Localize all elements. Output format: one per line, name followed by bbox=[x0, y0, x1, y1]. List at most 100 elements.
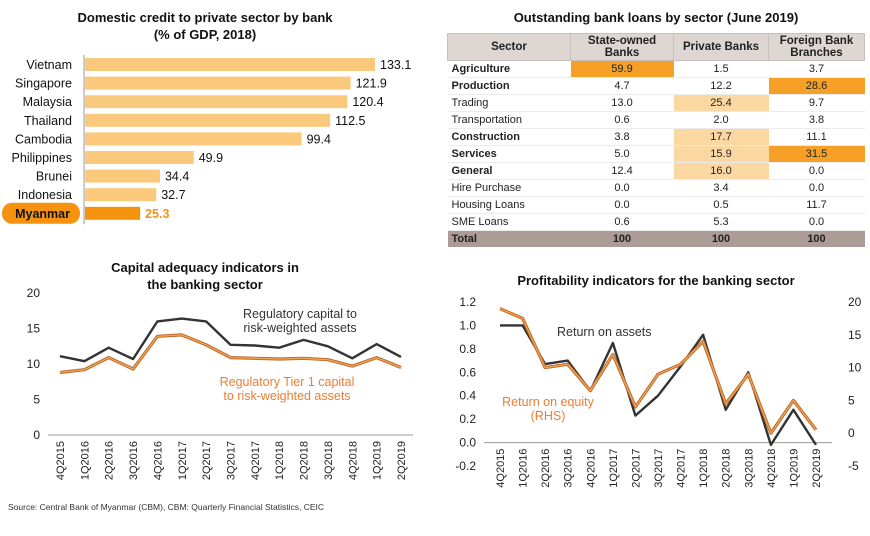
x-tick-label: 1Q2018 bbox=[698, 449, 710, 488]
bar-category-label: Brunei bbox=[36, 170, 72, 184]
bar-category-label: Indonesia bbox=[18, 188, 72, 202]
x-tick-label: 1Q2016 bbox=[518, 449, 530, 488]
y-tick-label: 0.2 bbox=[459, 412, 476, 426]
value-cell: 12.2 bbox=[673, 77, 769, 95]
table-row: Agriculture 59.9 1.5 3.7 bbox=[447, 60, 865, 78]
bar-category-label: Cambodia bbox=[15, 132, 72, 146]
value-cell: 100 bbox=[673, 230, 769, 247]
loans-table: Sector State-owned Banks Private Banks F… bbox=[447, 33, 865, 247]
y-tick-label: 1.0 bbox=[459, 318, 476, 332]
sector-cell: General bbox=[447, 162, 571, 180]
x-tick-label: 1Q2019 bbox=[788, 449, 800, 488]
bar-category-label: Vietnam bbox=[26, 58, 72, 72]
value-cell: 9.7 bbox=[768, 94, 865, 112]
col-header-private: Private Banks bbox=[673, 33, 769, 61]
sector-cell: Total bbox=[447, 230, 571, 247]
value-cell: 3.4 bbox=[673, 179, 769, 197]
series-label: Regulatory capital to bbox=[243, 307, 357, 321]
table-row: Housing Loans 0.0 0.5 11.7 bbox=[447, 196, 865, 214]
y-right-tick-label: -5 bbox=[848, 459, 859, 473]
x-tick-label: 1Q2017 bbox=[177, 441, 189, 480]
x-tick-label: 4Q2016 bbox=[585, 449, 597, 488]
bar bbox=[85, 95, 348, 109]
value-cell: 0.0 bbox=[768, 179, 865, 197]
y-tick-label: 0.8 bbox=[459, 342, 476, 356]
value-cell: 11.1 bbox=[768, 128, 865, 146]
bar bbox=[85, 58, 375, 71]
y-tick-label: 20 bbox=[27, 286, 41, 300]
bar-category-label: Myanmar bbox=[15, 207, 70, 221]
bar-category-label: Philippines bbox=[12, 151, 72, 165]
x-tick-label: 4Q2017 bbox=[250, 441, 262, 480]
series-line-shadow bbox=[59, 333, 402, 375]
bar-value-label: 32.7 bbox=[161, 188, 185, 202]
sector-cell: Trading bbox=[447, 94, 571, 112]
value-cell: 4.7 bbox=[570, 77, 674, 95]
x-tick-label: 2Q2017 bbox=[201, 441, 213, 480]
source-note: Source: Central Bank of Myanmar (CBM), C… bbox=[8, 502, 325, 512]
y-right-tick-label: 10 bbox=[848, 361, 862, 375]
y-right-tick-label: 20 bbox=[848, 295, 862, 309]
y-tick-label: -0.2 bbox=[455, 459, 476, 473]
bar-value-label: 112.5 bbox=[335, 114, 365, 128]
x-tick-label: 1Q2019 bbox=[372, 441, 384, 480]
value-cell: 17.7 bbox=[673, 128, 769, 146]
series-label: Regulatory Tier 1 capital bbox=[220, 375, 355, 389]
value-cell: 3.8 bbox=[768, 111, 865, 129]
value-cell: 31.5 bbox=[768, 145, 865, 163]
sector-cell: Construction bbox=[447, 128, 571, 146]
x-tick-label: 2Q2018 bbox=[721, 449, 733, 488]
series-line bbox=[499, 308, 817, 434]
bar-value-label: 49.9 bbox=[199, 151, 223, 165]
value-cell: 0.0 bbox=[768, 213, 865, 231]
value-cell: 11.7 bbox=[768, 196, 865, 214]
value-cell: 3.7 bbox=[768, 60, 865, 78]
bar bbox=[85, 76, 351, 90]
series-label: risk-weighted assets bbox=[243, 321, 356, 335]
x-tick-label: 2Q2016 bbox=[104, 441, 116, 480]
x-tick-label: 3Q2018 bbox=[323, 441, 335, 480]
x-tick-label: 3Q2016 bbox=[128, 441, 140, 480]
series-line bbox=[59, 334, 402, 374]
value-cell: 1.5 bbox=[673, 60, 769, 78]
x-tick-label: 1Q2016 bbox=[79, 441, 91, 480]
value-cell: 0.5 bbox=[673, 196, 769, 214]
bar-value-label: 34.4 bbox=[165, 170, 189, 184]
x-tick-label: 2Q2019 bbox=[396, 441, 408, 480]
table-title: Outstanding bank loans by sector (June 2… bbox=[513, 10, 799, 25]
sector-cell: Housing Loans bbox=[447, 196, 571, 214]
y-right-tick-label: 5 bbox=[848, 393, 855, 407]
x-tick-label: 2Q2017 bbox=[630, 449, 642, 488]
table-total-row: Total 100 100 100 bbox=[447, 230, 865, 247]
y-right-tick-label: 15 bbox=[848, 328, 862, 342]
value-cell: 2.0 bbox=[673, 111, 769, 129]
x-tick-label: 4Q2018 bbox=[347, 441, 359, 480]
x-tick-label: 3Q2017 bbox=[653, 449, 665, 488]
series-line bbox=[59, 317, 402, 363]
table-row: Transportation 0.6 2.0 3.8 bbox=[447, 111, 865, 129]
table-row: Trading 13.0 25.4 9.7 bbox=[447, 94, 865, 112]
x-tick-label: 1Q2017 bbox=[608, 449, 620, 488]
bar-chart-title: Domestic credit to private sector by ban… bbox=[77, 10, 333, 42]
value-cell: 25.4 bbox=[673, 94, 769, 112]
table-row: Hire Purchase 0.0 3.4 0.0 bbox=[447, 179, 865, 197]
value-cell: 12.4 bbox=[570, 162, 674, 180]
profitability-chart: 4Q2015 1Q2016 2Q2016 3Q2016 4Q2016 1Q2017 2Q20… bbox=[455, 295, 862, 488]
y-tick-label: 10 bbox=[27, 357, 41, 371]
y-tick-label: 0.4 bbox=[459, 389, 476, 403]
y-right-tick-label: 0 bbox=[848, 426, 855, 440]
sector-cell: Agriculture bbox=[447, 60, 571, 78]
bar-value-label: 99.4 bbox=[307, 132, 331, 146]
col-header-state-owned: State-owned Banks bbox=[570, 33, 674, 61]
series-label: (RHS) bbox=[531, 409, 566, 423]
value-cell: 15.9 bbox=[673, 145, 769, 163]
sector-cell: SME Loans bbox=[447, 213, 571, 231]
bar bbox=[85, 113, 331, 127]
x-tick-label: 2Q2018 bbox=[299, 441, 311, 480]
value-cell: 100 bbox=[570, 230, 674, 247]
table-row: Production 4.7 12.2 28.6 bbox=[447, 77, 865, 95]
sector-cell: Hire Purchase bbox=[447, 179, 571, 197]
y-tick-label: 1.2 bbox=[459, 295, 476, 309]
col-header-foreign: Foreign Bank Branches bbox=[768, 33, 865, 61]
value-cell: 100 bbox=[768, 230, 865, 247]
